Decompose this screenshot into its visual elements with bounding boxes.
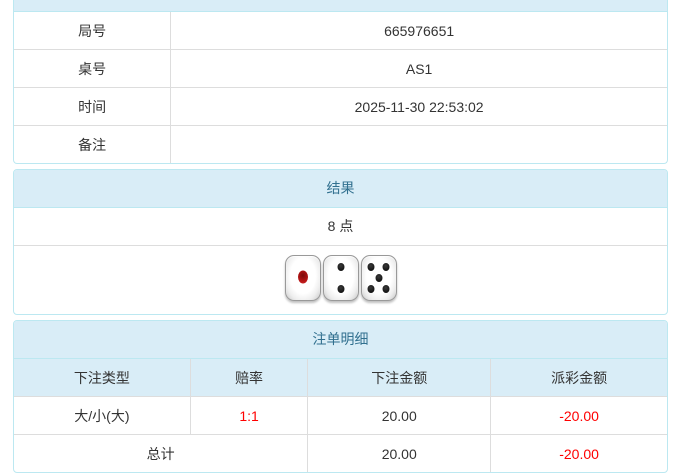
table-row: 备注 bbox=[14, 125, 667, 163]
total-bet-amount: 20.00 bbox=[307, 434, 492, 472]
game-info-panel-heading bbox=[14, 0, 667, 12]
col-payout-amount: 派彩金额 bbox=[490, 358, 667, 397]
result-points: 8 点 bbox=[14, 208, 667, 246]
payout-amount-value: -20.00 bbox=[490, 396, 667, 435]
table-row: 时间 2025-11-30 22:53:02 bbox=[14, 87, 667, 126]
table-id-value: AS1 bbox=[170, 49, 667, 88]
col-bet-amount: 下注金额 bbox=[307, 358, 492, 397]
col-odds: 赔率 bbox=[189, 358, 309, 397]
bet-row: 大/小(大) 1:1 20.00 -20.00 bbox=[14, 396, 667, 435]
die-2-icon bbox=[322, 255, 359, 301]
odds-value: 1:1 bbox=[189, 396, 309, 435]
bet-details-panel: 注单明细 下注类型 赔率 下注金额 派彩金额 大/小(大) 1:1 20.00 … bbox=[13, 320, 668, 473]
total-row: 总计 20.00 -20.00 bbox=[14, 434, 667, 472]
die-1-icon bbox=[284, 255, 321, 301]
total-payout-amount: -20.00 bbox=[490, 434, 667, 472]
game-id-label: 局号 bbox=[14, 11, 172, 50]
bet-type-value: 大/小(大) bbox=[14, 396, 191, 435]
result-panel: 结果 8 点 bbox=[13, 169, 668, 315]
game-id-value: 665976651 bbox=[170, 11, 667, 50]
bet-amount-value: 20.00 bbox=[307, 396, 492, 435]
bet-header-row: 下注类型 赔率 下注金额 派彩金额 bbox=[14, 358, 667, 397]
dice-container bbox=[284, 255, 398, 301]
remark-value bbox=[170, 125, 667, 163]
game-info-table: 局号 665976651 桌号 AS1 时间 2025-11-30 22:53:… bbox=[14, 11, 667, 163]
result-panel-title: 结果 bbox=[14, 170, 667, 208]
bet-details-table: 下注类型 赔率 下注金额 派彩金额 大/小(大) 1:1 20.00 -20.0… bbox=[14, 358, 667, 472]
table-id-label: 桌号 bbox=[14, 49, 172, 88]
table-row: 桌号 AS1 bbox=[14, 49, 667, 88]
dice-row bbox=[14, 246, 667, 314]
die-5-icon bbox=[360, 255, 397, 301]
remark-label: 备注 bbox=[14, 125, 172, 163]
game-info-panel: 局号 665976651 桌号 AS1 时间 2025-11-30 22:53:… bbox=[13, 0, 668, 164]
table-row: 局号 665976651 bbox=[14, 11, 667, 50]
col-bet-type: 下注类型 bbox=[14, 358, 191, 397]
total-label: 总计 bbox=[14, 434, 309, 472]
bet-details-title: 注单明细 bbox=[14, 321, 667, 359]
time-value: 2025-11-30 22:53:02 bbox=[170, 87, 667, 126]
time-label: 时间 bbox=[14, 87, 172, 126]
